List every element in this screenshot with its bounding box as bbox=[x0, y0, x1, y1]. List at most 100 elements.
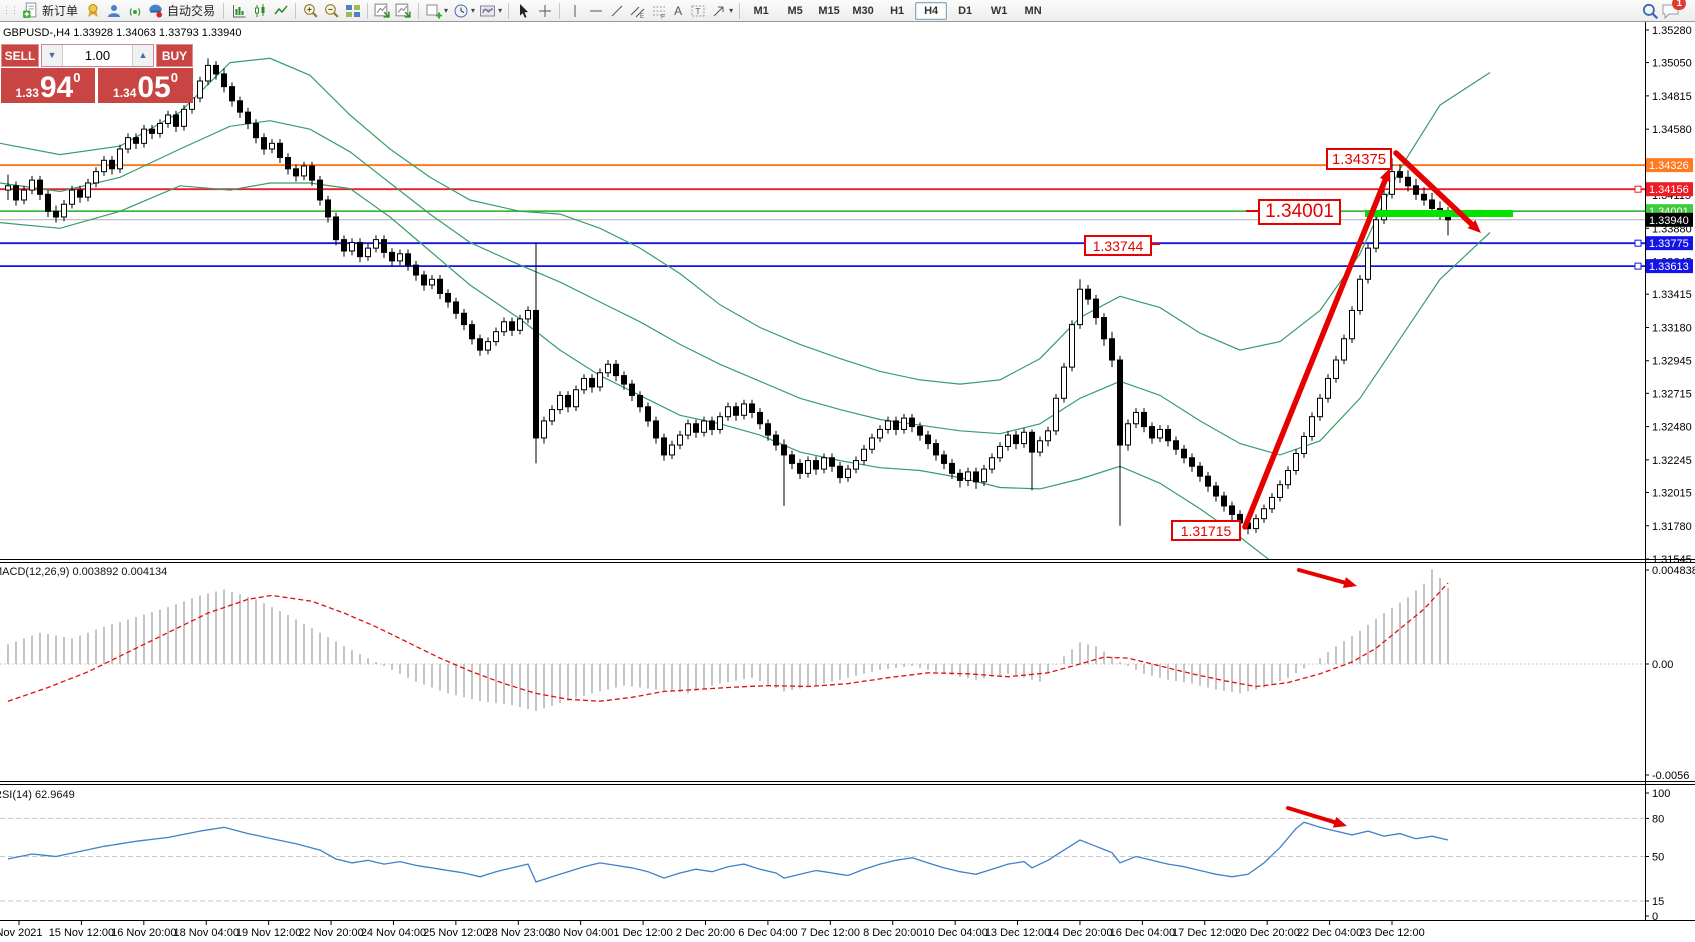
price-axis[interactable]: 1.352801.350501.348151.345801.343451.341… bbox=[1645, 25, 1695, 923]
candlestick-chart-icon[interactable] bbox=[249, 1, 270, 20]
periods-dropdown-icon[interactable]: ▾ bbox=[471, 6, 476, 15]
line-chart-icon[interactable] bbox=[270, 1, 291, 20]
buy-button[interactable]: BUY bbox=[156, 44, 193, 67]
equidistant-channel-icon[interactable]: E bbox=[627, 1, 648, 20]
timeframe-w1[interactable]: W1 bbox=[990, 4, 1008, 17]
news-radio-icon[interactable] bbox=[124, 1, 145, 20]
bollinger-middle bbox=[0, 120, 1491, 456]
price-tick-label: 1.32945 bbox=[1652, 356, 1692, 368]
buy-price-small: 1.34 bbox=[113, 86, 137, 100]
new-order-icon[interactable] bbox=[20, 1, 41, 20]
time-label: 2 Dec 20:00 bbox=[676, 927, 735, 939]
svg-text:E: E bbox=[640, 14, 644, 19]
vertical-line-icon[interactable] bbox=[564, 1, 585, 20]
highlight-trend-bar[interactable] bbox=[1365, 210, 1513, 217]
new-chart-icon[interactable] bbox=[423, 1, 444, 20]
buy-price[interactable]: 1.34 05 0 bbox=[98, 68, 193, 103]
toolbar-separator bbox=[295, 2, 297, 19]
annotation-mid-price[interactable]: 1.34001 bbox=[1258, 199, 1341, 225]
chart-appearance-icon[interactable] bbox=[477, 1, 498, 20]
price-badge: 1.33775 bbox=[1646, 236, 1693, 251]
price-badge: 1.34326 bbox=[1646, 158, 1693, 173]
timeframe-m15[interactable]: M15 bbox=[818, 4, 840, 17]
appearance-dropdown-icon[interactable]: ▾ bbox=[498, 6, 503, 15]
new-chart-dropdown-icon[interactable]: ▾ bbox=[444, 6, 449, 15]
hline-handle[interactable] bbox=[1634, 185, 1642, 193]
search-icon[interactable] bbox=[1639, 1, 1660, 20]
bar-chart-icon[interactable] bbox=[228, 1, 249, 20]
tile-windows-icon[interactable] bbox=[342, 1, 363, 20]
timeframe-mn[interactable]: MN bbox=[1024, 4, 1042, 17]
zoom-out-icon[interactable] bbox=[321, 1, 342, 20]
trendline-icon[interactable] bbox=[606, 1, 627, 20]
text-icon[interactable]: A bbox=[674, 3, 683, 18]
macd-axis-label: -0.0056 bbox=[1652, 770, 1689, 782]
arrows-dropdown-icon[interactable]: ▾ bbox=[729, 6, 734, 15]
price-tick-label: 1.32015 bbox=[1652, 487, 1692, 499]
arrows-tool-icon[interactable] bbox=[708, 1, 729, 20]
volume-increase-button[interactable]: ▲ bbox=[132, 45, 153, 66]
auto-trading-icon[interactable] bbox=[145, 1, 166, 20]
community-icon[interactable] bbox=[103, 1, 124, 20]
hline-handle[interactable] bbox=[1634, 262, 1642, 270]
cursor-icon[interactable] bbox=[513, 1, 534, 20]
zoom-in-icon[interactable] bbox=[300, 1, 321, 20]
svg-text:F: F bbox=[661, 13, 665, 19]
auto-trading-button[interactable]: 自动交易 bbox=[167, 4, 216, 18]
time-label: 16 Nov 20:00 bbox=[111, 927, 176, 939]
price-tick-label: 1.35280 bbox=[1652, 25, 1692, 37]
toolbar-separator bbox=[739, 2, 741, 19]
fibonacci-icon[interactable]: F bbox=[648, 1, 669, 20]
timeframe-d1[interactable]: D1 bbox=[958, 4, 973, 17]
toolbar-separator bbox=[223, 2, 225, 19]
bollinger-bands-layer bbox=[0, 57, 1491, 559]
text-label-icon[interactable]: T bbox=[687, 1, 708, 20]
sell-price-sup: 0 bbox=[73, 70, 81, 85]
time-label: 19 Nov 12:00 bbox=[236, 927, 301, 939]
rsi-line bbox=[7, 821, 1449, 883]
price-tick-label: 1.33415 bbox=[1652, 289, 1692, 301]
timeframe-m30[interactable]: M30 bbox=[852, 4, 874, 17]
timeframe-h1[interactable]: H1 bbox=[890, 4, 905, 17]
trend-arrow[interactable] bbox=[1297, 568, 1357, 588]
rsi-indicator-label: RSI(14) 62.9649 bbox=[0, 789, 75, 801]
indicator-window-icon[interactable] bbox=[372, 1, 393, 20]
annotation-peak-price[interactable]: 1.34375 bbox=[1326, 148, 1392, 170]
price-tick-label: 1.32480 bbox=[1652, 422, 1692, 434]
horizontal-line-icon[interactable] bbox=[585, 1, 606, 20]
price-tick-label: 1.33180 bbox=[1652, 322, 1692, 334]
seal-icon[interactable] bbox=[82, 1, 103, 20]
time-label: 25 Nov 12:00 bbox=[423, 927, 488, 939]
trend-arrow[interactable] bbox=[1242, 168, 1391, 530]
timeframe-m5[interactable]: M5 bbox=[787, 4, 803, 17]
price-tick-label: 1.34815 bbox=[1652, 91, 1692, 103]
price-badge: 1.34156 bbox=[1646, 182, 1693, 197]
data-window-icon[interactable] bbox=[393, 1, 414, 20]
volume-input[interactable]: 1.00 bbox=[84, 48, 111, 63]
toolbar-grip[interactable]: ⋮⋮ bbox=[2, 5, 19, 15]
price-tick-label: 1.35050 bbox=[1652, 58, 1692, 70]
annotation-low-price[interactable]: 1.31715 bbox=[1171, 520, 1241, 541]
annotation-support-price[interactable]: 1.33744 bbox=[1084, 235, 1152, 256]
sell-button[interactable]: SELL bbox=[1, 44, 39, 67]
volume-decrease-button[interactable]: ▼ bbox=[42, 45, 63, 66]
timeframe-m1[interactable]: M1 bbox=[753, 4, 769, 17]
timeframe-h4[interactable]: H4 bbox=[915, 1, 948, 20]
time-label: 6 Dec 04:00 bbox=[738, 927, 797, 939]
periods-clock-icon[interactable] bbox=[450, 1, 471, 20]
chat-icon[interactable]: 1 bbox=[1660, 0, 1686, 20]
rsi-axis-label: 15 bbox=[1652, 896, 1664, 908]
new-order-button[interactable]: 新订单 bbox=[42, 4, 79, 18]
crosshair-icon[interactable] bbox=[534, 1, 555, 20]
chart-ohlc-header: GBPUSD-,H4 1.33928 1.34063 1.33793 1.339… bbox=[3, 27, 242, 39]
hline-handle[interactable] bbox=[1634, 239, 1642, 247]
trend-arrow[interactable] bbox=[1393, 150, 1481, 233]
macd-signal-line bbox=[7, 582, 1449, 702]
rsi-axis-label: 0 bbox=[1652, 911, 1658, 923]
svg-text:T: T bbox=[695, 7, 700, 16]
sell-price-small: 1.33 bbox=[15, 86, 39, 100]
sell-price[interactable]: 1.33 94 0 bbox=[1, 68, 95, 103]
trend-arrow[interactable] bbox=[1286, 806, 1347, 828]
